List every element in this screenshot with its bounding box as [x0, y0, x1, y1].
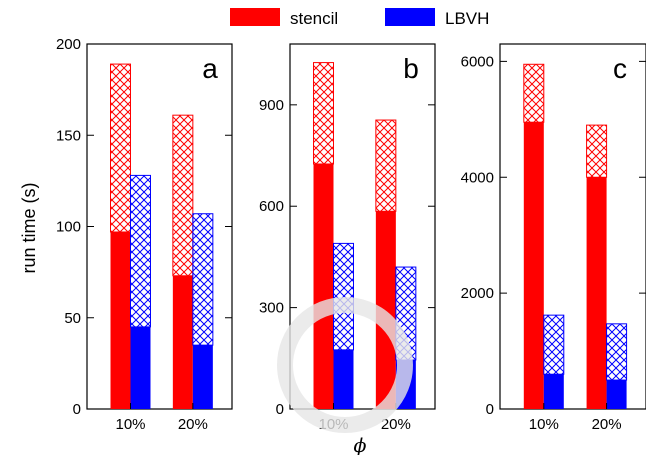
panel-letter-c: c — [613, 53, 627, 84]
y-tick-label-b-3: 900 — [259, 97, 284, 114]
panel-letter-a: a — [202, 53, 218, 84]
bar-solid-b-lbvh-0 — [333, 349, 354, 409]
y-tick-label-b-0: 0 — [276, 401, 284, 418]
y-axis-label: run time (s) — [19, 182, 39, 273]
bar-solid-a-lbvh-1 — [192, 345, 213, 409]
x-axis-label: ϕ — [354, 435, 367, 455]
bar-solid-a-stencil-1 — [172, 275, 193, 409]
bar-solid-c-lbvh-0 — [543, 374, 564, 409]
x-tick-label-a-0: 10% — [115, 416, 145, 433]
bar-hatched-c-lbvh-0 — [543, 314, 565, 375]
bar-solid-b-stencil-0 — [313, 163, 334, 409]
bar-hatched-b-stencil-0 — [313, 62, 334, 165]
bar-solid-a-stencil-0 — [110, 231, 131, 409]
y-tick-label-c-0: 0 — [486, 401, 494, 418]
bar-solid-b-stencil-1 — [375, 211, 396, 409]
bar-solid-c-stencil-0 — [523, 122, 544, 409]
y-tick-label-a-3: 150 — [56, 127, 81, 144]
y-tick-label-a-4: 200 — [56, 36, 81, 53]
x-tick-label-c-1: 20% — [592, 416, 622, 433]
x-tick-label-c-0: 10% — [529, 416, 559, 433]
y-tick-label-c-1: 2000 — [461, 285, 494, 302]
y-tick-label-a-1: 50 — [64, 310, 81, 327]
legend-swatch-lbvh — [385, 8, 435, 26]
y-tick-label-c-3: 6000 — [461, 53, 494, 70]
y-tick-label-a-0: 0 — [73, 401, 81, 418]
y-tick-label-c-2: 4000 — [461, 169, 494, 186]
plot-frame-b — [289, 43, 436, 410]
bar-solid-a-lbvh-0 — [130, 326, 151, 409]
bar-hatched-c-lbvh-1 — [606, 323, 628, 381]
x-tick-label-a-1: 20% — [178, 416, 208, 433]
bar-hatched-a-lbvh-1 — [192, 213, 214, 346]
bar-hatched-c-stencil-0 — [523, 63, 545, 123]
bar-hatched-a-stencil-1 — [172, 114, 194, 277]
x-tick-label-b-1: 20% — [381, 416, 411, 433]
bar-hatched-b-lbvh-0 — [333, 242, 354, 351]
bar-hatched-a-lbvh-0 — [130, 174, 151, 328]
legend: stencil LBVH — [230, 8, 489, 28]
y-tick-label-a-2: 100 — [56, 219, 81, 236]
bar-solid-c-stencil-1 — [586, 177, 607, 409]
plot-frame-c — [499, 43, 646, 410]
bar-hatched-b-stencil-1 — [375, 119, 397, 212]
y-tick-label-b-2: 600 — [259, 198, 284, 215]
panel-letter-b: b — [403, 53, 419, 84]
bar-hatched-a-stencil-0 — [110, 63, 131, 233]
y-tick-label-b-1: 300 — [259, 300, 284, 317]
legend-swatch-stencil — [230, 8, 280, 26]
legend-label-stencil: stencil — [290, 9, 338, 28]
chart-panel-a: 0 50 100 150 200 10% 20% a — [56, 36, 233, 433]
legend-label-lbvh: LBVH — [445, 9, 489, 28]
bar-solid-c-lbvh-1 — [606, 380, 627, 409]
bar-hatched-c-stencil-1 — [586, 124, 608, 178]
watermark-ring — [277, 297, 413, 433]
chart-panel-c: 0 2000 4000 6000 10% 20% c — [461, 43, 646, 433]
